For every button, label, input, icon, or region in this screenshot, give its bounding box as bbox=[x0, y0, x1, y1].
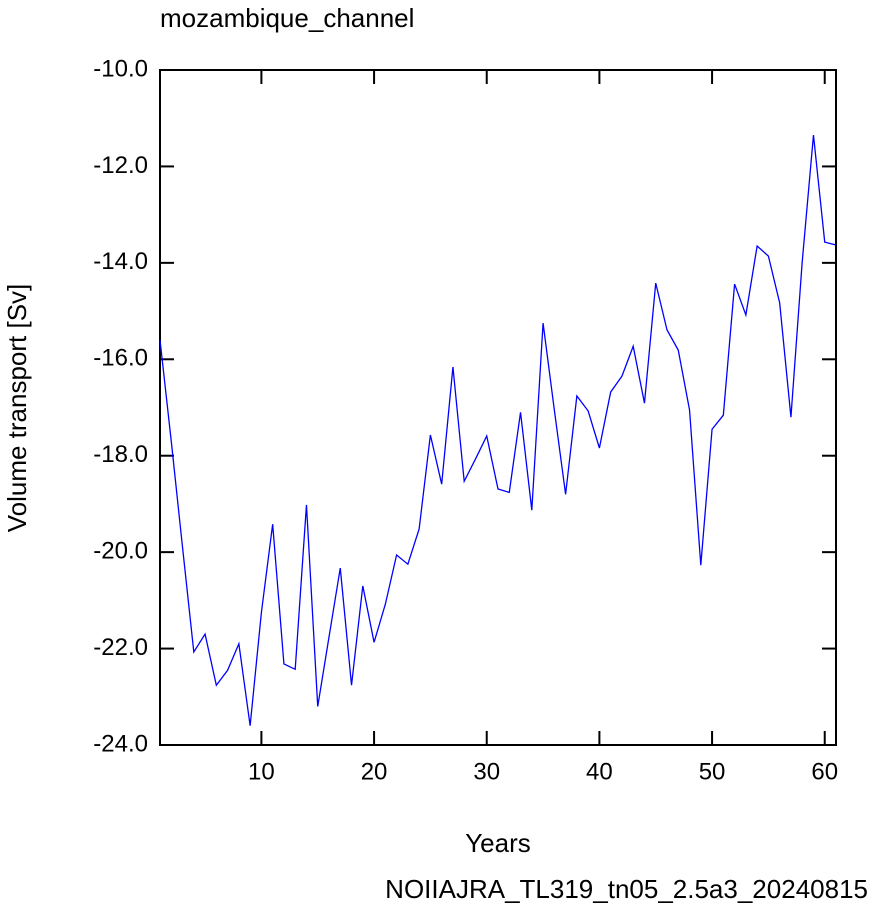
x-tick-label: 20 bbox=[361, 758, 388, 785]
y-axis-title: Volume transport [Sv] bbox=[2, 284, 32, 533]
x-tick-label: 10 bbox=[248, 758, 275, 785]
y-tick-label: -14.0 bbox=[93, 248, 148, 275]
footer: NOIIAJRA_TL319_tn05_2.5a3_20240815 bbox=[385, 874, 868, 904]
x-tick-label: 50 bbox=[699, 758, 726, 785]
x-axis-title: Years bbox=[465, 828, 531, 858]
x-tick-label: 60 bbox=[811, 758, 838, 785]
y-tick-label: -16.0 bbox=[93, 345, 148, 372]
y-tick-label: -20.0 bbox=[93, 537, 148, 564]
data-line bbox=[159, 135, 837, 726]
y-tick-label: -24.0 bbox=[93, 730, 148, 757]
y-tick-label: -10.0 bbox=[93, 55, 148, 82]
y-tick-label: -18.0 bbox=[93, 441, 148, 468]
y-tick-label: -22.0 bbox=[93, 634, 148, 661]
x-tick-label: 40 bbox=[586, 758, 613, 785]
x-tick-label: 30 bbox=[473, 758, 500, 785]
chart-title: mozambique_channel bbox=[160, 3, 414, 33]
y-tick-label: -12.0 bbox=[93, 152, 148, 179]
plot-frame bbox=[159, 69, 837, 746]
